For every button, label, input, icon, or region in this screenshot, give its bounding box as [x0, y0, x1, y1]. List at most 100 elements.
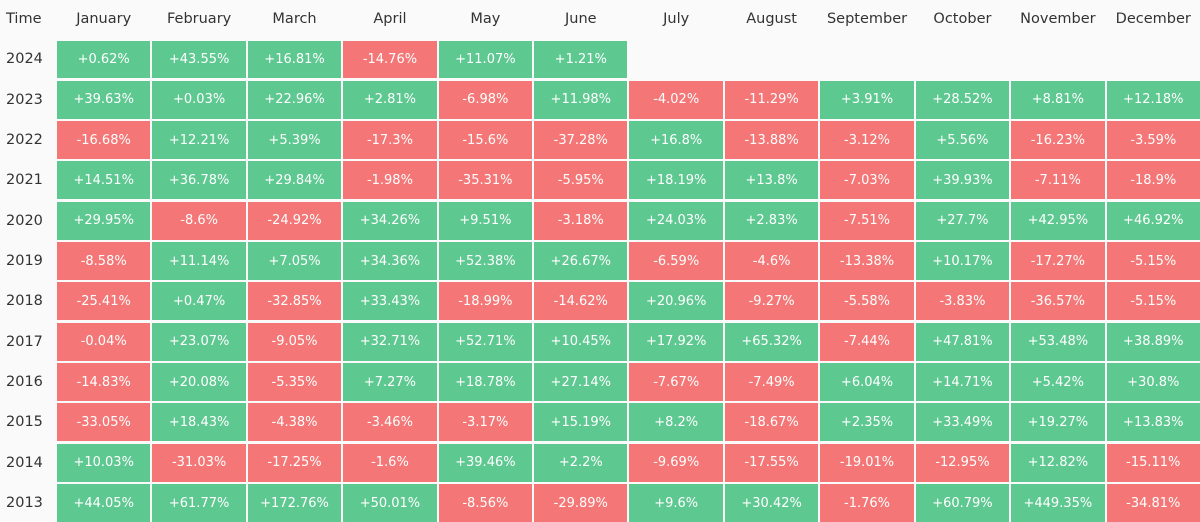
heatmap-cell: -11.29%	[724, 80, 819, 119]
heatmap-cell: +24.03%	[629, 201, 723, 240]
heatmap-cell: -7.11%	[1011, 161, 1105, 200]
heatmap-cell: +14.51%	[57, 161, 151, 200]
heatmap-cell: +12.18%	[1106, 80, 1200, 119]
heatmap-cell: +18.19%	[629, 161, 723, 200]
heatmap-cell: +34.26%	[343, 201, 437, 240]
heatmap-cell: -3.17%	[438, 403, 533, 442]
heatmap-cell: -3.83%	[915, 282, 1010, 321]
heatmap-cell: -1.98%	[343, 161, 437, 200]
heatmap-cell: -17.3%	[343, 121, 437, 159]
column-header-may: May	[470, 11, 501, 27]
heatmap-cell: -5.15%	[1106, 242, 1200, 280]
heatmap-cell: +52.71%	[438, 322, 533, 361]
empty-cell	[1107, 41, 1200, 79]
heatmap-cell: -3.18%	[534, 201, 628, 240]
heatmap-cell: +27.7%	[915, 201, 1010, 240]
heatmap-cell: +2.81%	[343, 80, 437, 119]
heatmap-cell: +1.21%	[534, 40, 628, 79]
heatmap-cell: -13.38%	[820, 242, 914, 280]
column-header-february: February	[166, 11, 232, 27]
column-header-july: July	[663, 11, 690, 27]
row-label-year: 2021	[6, 172, 43, 189]
heatmap-cell: -9.27%	[724, 282, 819, 321]
heatmap-cell: -14.83%	[57, 363, 151, 401]
heatmap-cell: -7.49%	[724, 363, 819, 401]
heatmap-cell: +13.8%	[724, 161, 819, 200]
heatmap-cell: +65.32%	[724, 322, 819, 361]
heatmap-cell: -7.67%	[629, 363, 723, 401]
heatmap-cell: -1.76%	[820, 484, 914, 522]
heatmap-cell: +8.81%	[1011, 80, 1105, 119]
heatmap-cell: -29.89%	[534, 484, 628, 522]
heatmap-cell: +16.8%	[629, 121, 723, 159]
heatmap-cell: +29.95%	[57, 201, 151, 240]
heatmap-cell: +10.03%	[57, 443, 151, 482]
heatmap-cell: -17.55%	[724, 443, 819, 482]
heatmap-cell: -18.99%	[438, 282, 533, 321]
row-label-year: 2015	[6, 414, 43, 431]
heatmap-cell: +7.05%	[247, 242, 342, 280]
heatmap-cell: +23.07%	[152, 322, 246, 361]
empty-cell	[725, 41, 818, 79]
heatmap-cell: +39.46%	[438, 443, 533, 482]
column-header-august: August	[746, 11, 797, 27]
heatmap-cell: +30.8%	[1106, 363, 1200, 401]
heatmap-cell: -4.6%	[724, 242, 819, 280]
row-label-year: 2020	[6, 212, 43, 229]
heatmap-cell: +15.19%	[534, 403, 628, 442]
heatmap-cell: +9.6%	[629, 484, 723, 522]
heatmap-cell: +12.21%	[152, 121, 246, 159]
heatmap-cell: +9.51%	[438, 201, 533, 240]
heatmap-cell: +33.43%	[343, 282, 437, 321]
heatmap-cell: +28.52%	[915, 80, 1010, 119]
heatmap-cell: +6.04%	[820, 363, 914, 401]
heatmap-cell: +36.78%	[152, 161, 246, 200]
empty-cell	[916, 41, 1009, 79]
heatmap-cell: -32.85%	[247, 282, 342, 321]
row-label-year: 2013	[6, 495, 43, 512]
heatmap-cell: -5.95%	[534, 161, 628, 200]
heatmap-cell: -12.95%	[915, 443, 1010, 482]
heatmap-cell: +61.77%	[152, 484, 246, 522]
heatmap-cell: +2.35%	[820, 403, 914, 442]
column-header-december: December	[1115, 11, 1191, 27]
heatmap-cell: +34.36%	[343, 242, 437, 280]
heatmap-cell: +22.96%	[247, 80, 342, 119]
heatmap-cell: -8.56%	[438, 484, 533, 522]
row-label-year: 2024	[6, 51, 43, 68]
heatmap-cell: +7.27%	[343, 363, 437, 401]
heatmap-cell: -17.25%	[247, 443, 342, 482]
heatmap-cell: -19.01%	[820, 443, 914, 482]
heatmap-cell: +2.2%	[534, 443, 628, 482]
heatmap-cell: -3.12%	[820, 121, 914, 159]
row-label-year: 2016	[6, 374, 43, 391]
heatmap-cell: +5.39%	[247, 121, 342, 159]
heatmap-cell: +12.82%	[1011, 443, 1105, 482]
heatmap-cell: -17.27%	[1011, 242, 1105, 280]
heatmap-cell: +38.89%	[1106, 322, 1200, 361]
empty-cell	[820, 41, 913, 79]
row-label-year: 2022	[6, 132, 43, 149]
heatmap-cell: -36.57%	[1011, 282, 1105, 321]
heatmap-cell: +20.96%	[629, 282, 723, 321]
heatmap-cell: -25.41%	[57, 282, 151, 321]
heatmap-cell: +10.45%	[534, 322, 628, 361]
heatmap-cell: +11.14%	[152, 242, 246, 280]
heatmap-cell: +5.56%	[915, 121, 1010, 159]
row-label-year: 2018	[6, 293, 43, 310]
heatmap-cell: -7.44%	[820, 322, 914, 361]
heatmap-cell: +11.07%	[438, 40, 533, 79]
heatmap-cell: +0.62%	[57, 40, 151, 79]
heatmap-cell: -3.46%	[343, 403, 437, 442]
heatmap-cell: -37.28%	[534, 121, 628, 159]
heatmap-cell: +18.78%	[438, 363, 533, 401]
heatmap-cell: -9.05%	[247, 322, 342, 361]
column-header-january: January	[76, 11, 132, 27]
heatmap-cell: -3.59%	[1106, 121, 1200, 159]
heatmap-cell: -4.02%	[629, 80, 723, 119]
empty-cell	[629, 41, 722, 79]
heatmap-cell: +29.84%	[247, 161, 342, 200]
heatmap-cell: +16.81%	[247, 40, 342, 79]
heatmap-cell: +39.93%	[915, 161, 1010, 200]
